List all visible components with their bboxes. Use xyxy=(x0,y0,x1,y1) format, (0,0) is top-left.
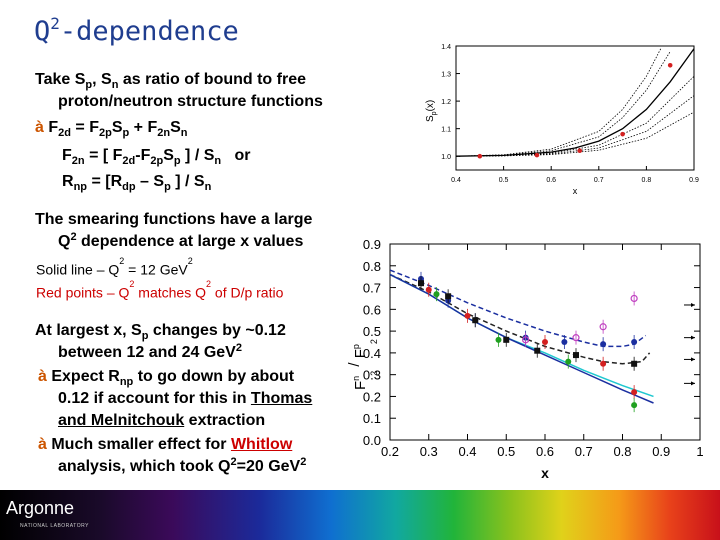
argonne-logo-sub: NATIONAL LABORATORY xyxy=(20,523,89,529)
x-tick-label: 0.8 xyxy=(642,177,652,184)
series-line xyxy=(456,111,694,157)
x-tick-label: 0.3 xyxy=(420,444,438,459)
data-point xyxy=(631,339,638,345)
x-tick-label: 0.2 xyxy=(381,444,399,459)
y-tick-label: 0.1 xyxy=(363,411,381,426)
text-line: Solid line – Q2 = 12 GeV2 xyxy=(36,256,193,278)
data-point xyxy=(631,360,638,367)
data-point xyxy=(495,336,502,343)
x-tick-label: 0.9 xyxy=(689,177,699,184)
text-line: Red points – Q2 matches Q2 of D/p ratio xyxy=(36,279,284,301)
arrow-head xyxy=(691,357,695,362)
y-tick-label: 0.0 xyxy=(363,433,381,448)
data-point xyxy=(572,334,580,342)
y-tick-label: 0.7 xyxy=(363,281,381,296)
y-tick-label: 1.4 xyxy=(441,44,451,51)
plot-frame xyxy=(455,45,695,171)
slide-title: Q2-dependence xyxy=(34,14,239,47)
text-line: and Melnitchouk extraction xyxy=(58,412,266,429)
x-tick-label: 0.8 xyxy=(613,444,631,459)
data-point xyxy=(630,294,638,303)
text-line: The smearing functions have a large xyxy=(35,211,313,228)
data-point xyxy=(573,352,579,359)
data-point xyxy=(667,62,673,68)
series-line xyxy=(456,48,662,157)
data-point xyxy=(542,339,548,345)
y-tick-label: 1.2 xyxy=(441,99,451,106)
footer-banner: Argonne NATIONAL LABORATORY xyxy=(0,490,720,540)
x-tick-label: 0.7 xyxy=(594,177,604,184)
data-point xyxy=(600,341,607,348)
x-tick-label: 1 xyxy=(696,444,703,459)
text-line: analysis, which took Q2=20 GeV2 xyxy=(58,456,307,475)
text-line: F2n = [ F2d-F2pSp ] / Sn or xyxy=(62,147,251,167)
text-line: Take Sp, Sn as ratio of bound to free xyxy=(35,71,306,91)
data-point xyxy=(464,312,471,319)
y-tick-label: 1.1 xyxy=(441,127,451,134)
text-line: 0.12 if account for this in Thomas xyxy=(58,390,313,407)
series-line xyxy=(456,48,694,157)
whitlow-link[interactable]: Whitlow xyxy=(230,436,293,453)
text-line: Q2 dependence at large x values xyxy=(58,231,304,250)
x-axis-label: x xyxy=(541,465,549,481)
series-line xyxy=(456,51,671,157)
y-tick-label: 0.9 xyxy=(363,237,381,252)
y-tick-label: 1.0 xyxy=(441,154,451,161)
text-line: between 12 and 24 GeV2 xyxy=(58,342,242,361)
arrow-head xyxy=(691,381,695,386)
data-point xyxy=(599,323,607,331)
argonne-logo: Argonne xyxy=(6,498,75,518)
data-point xyxy=(534,347,541,354)
y-axis-label: Fn2 / Fp2 xyxy=(346,339,379,390)
y-tick-label: 0.8 xyxy=(363,259,381,274)
text-line: proton/neutron structure functions xyxy=(58,93,323,110)
x-tick-label: 0.6 xyxy=(536,444,554,459)
y-tick-label: 0.2 xyxy=(363,389,381,404)
text-line: Rnp = [Rdp – Sp ] / Sn xyxy=(62,173,212,193)
data-point xyxy=(631,389,638,396)
arrow-head xyxy=(691,302,695,307)
melnitchouk-link[interactable]: and Melnitchouk xyxy=(58,412,185,429)
text-line: à Expect Rnp to go down by about xyxy=(38,368,295,388)
x-axis-label: x xyxy=(573,186,578,196)
x-tick-label: 0.7 xyxy=(575,444,593,459)
data-point xyxy=(522,336,530,344)
y-tick-label: 0.3 xyxy=(363,368,381,383)
x-tick-label: 0.9 xyxy=(652,444,670,459)
data-point xyxy=(503,336,510,343)
data-point xyxy=(472,317,479,324)
data-point xyxy=(620,131,625,137)
series-group xyxy=(456,48,694,157)
arrow-head xyxy=(691,335,695,340)
text-line: à Much smaller effect for Whitlow xyxy=(38,436,293,453)
text-line: à F2d = F2pSp + F2nSn xyxy=(35,119,188,139)
x-tick-label: 0.5 xyxy=(497,444,515,459)
y-tick-label: 0.6 xyxy=(363,302,381,317)
y-axis-label: Sp(x) xyxy=(425,100,438,122)
data-point xyxy=(565,358,572,365)
x-tick-label: 0.4 xyxy=(451,177,461,184)
data-point xyxy=(445,293,452,300)
sp-chart: 0.4 0.5 0.6 0.7 0.8 0.9 1.0 1.1 1.2 1.3 1.4 x Sp(x) xyxy=(425,44,699,196)
x-tick-label: 0.6 xyxy=(546,177,556,184)
data-point xyxy=(534,152,540,158)
data-point xyxy=(477,153,483,159)
data-point xyxy=(577,148,583,154)
y-tick-label: 0.5 xyxy=(363,324,381,339)
data-point xyxy=(433,291,440,298)
text-line: At largest x, Sp changes by ~0.12 xyxy=(35,322,286,342)
f2n-f2p-chart: 0.2 0.3 0.4 0.5 0.6 0.7 0.8 0.9 1 0.0 0.1 0.2 0.3 0.4… xyxy=(346,237,704,481)
data-point xyxy=(561,339,568,345)
thomas-link[interactable]: Thomas xyxy=(250,390,313,407)
data-point xyxy=(418,280,424,287)
x-tick-label: 0.4 xyxy=(458,444,476,459)
data-point xyxy=(600,360,607,367)
data-point xyxy=(631,402,638,409)
x-tick-label: 0.5 xyxy=(499,177,509,184)
y-tick-label: 0.4 xyxy=(363,346,381,361)
y-tick-label: 1.3 xyxy=(441,72,451,79)
data-point xyxy=(425,286,432,293)
